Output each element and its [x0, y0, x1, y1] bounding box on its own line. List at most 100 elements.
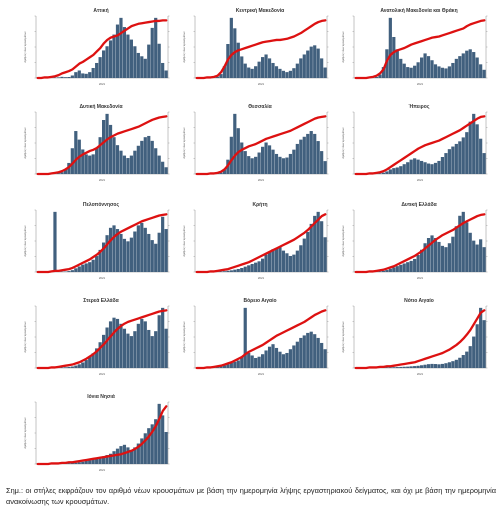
daily-cases-bar: [126, 447, 130, 464]
daily-cases-bar: [399, 58, 403, 78]
daily-cases-bar: [482, 320, 486, 368]
daily-cases-bar: [482, 153, 486, 174]
daily-cases-bar: [119, 323, 123, 368]
daily-cases-bar: [67, 463, 71, 464]
daily-cases-bar: [302, 238, 306, 272]
region-chart-svg: Αριθμός νέων κρουσμάτων 2021: [23, 401, 170, 472]
daily-cases-bar: [88, 155, 92, 174]
cumulative-cases-line: [36, 115, 168, 176]
daily-cases-bar: [388, 169, 392, 174]
daily-cases-bar: [154, 243, 158, 272]
daily-cases-bar: [161, 307, 165, 368]
region-chart-svg: Αριθμός νέων κρουσμάτων 2021: [23, 111, 170, 182]
region-chart-title: Πελοπόννησος: [82, 202, 120, 208]
daily-cases-bar: [309, 46, 313, 78]
y-axis-label: Αριθμός νέων κρουσμάτων: [341, 321, 345, 353]
daily-cases-bar: [150, 240, 154, 272]
daily-cases-bar: [236, 268, 240, 272]
cumulative-cases-line: [36, 309, 168, 370]
cumulative-cases-line: [354, 19, 486, 80]
daily-cases-bar: [56, 173, 61, 174]
daily-cases-bar: [81, 461, 85, 464]
daily-cases-bar: [140, 438, 144, 464]
daily-cases-bar: [264, 350, 268, 368]
daily-cases-bar: [70, 270, 74, 272]
daily-cases-bar: [381, 172, 385, 174]
daily-cases-bar: [406, 262, 410, 272]
daily-cases-bar: [247, 156, 251, 174]
daily-cases-bar: [115, 145, 120, 174]
daily-cases-bar: [465, 50, 469, 78]
region-chart-title: Αττική: [93, 8, 109, 14]
x-axis-label: 2021: [258, 276, 265, 280]
daily-cases-bar: [395, 49, 399, 78]
daily-cases-bar: [250, 355, 254, 368]
daily-cases-bar: [468, 346, 472, 368]
daily-cases-bar: [472, 52, 476, 78]
daily-cases-bar: [430, 60, 434, 78]
daily-cases-bar: [479, 307, 483, 368]
daily-cases-bar: [444, 363, 448, 368]
daily-cases-bar: [88, 460, 92, 464]
daily-cases-bar: [437, 66, 441, 78]
daily-cases-bar: [313, 45, 317, 78]
daily-cases-bar: [388, 367, 392, 368]
daily-cases-bar: [247, 352, 251, 369]
region-chart-panel: Ανατολική Μακεδονία και Θράκη Αριθμός νέω…: [340, 8, 498, 88]
daily-cases-bar: [112, 451, 116, 464]
daily-cases-bar: [440, 363, 445, 368]
daily-cases-bar: [254, 262, 258, 272]
cumulative-cases-line: [195, 115, 327, 176]
daily-cases-bar: [316, 337, 320, 368]
daily-cases-bar: [112, 137, 116, 174]
daily-cases-bar: [133, 447, 137, 464]
daily-cases-bar: [81, 73, 85, 78]
region-chart-panel: Στερεά Ελλάδα Αριθμός νέων κρουσμάτων 2021: [22, 298, 180, 378]
daily-cases-bar: [292, 149, 296, 174]
daily-cases-bar: [475, 57, 479, 78]
daily-cases-bar: [229, 17, 233, 78]
daily-cases-bar: [136, 323, 140, 368]
daily-cases-bar: [154, 148, 158, 174]
daily-cases-bar: [278, 246, 282, 272]
daily-cases-bar: [458, 56, 462, 78]
daily-cases-bar: [313, 133, 317, 174]
daily-cases-bar: [423, 364, 427, 368]
daily-cases-bar: [385, 270, 389, 272]
daily-cases-bar: [129, 449, 133, 464]
daily-cases-bar: [67, 271, 71, 272]
daily-cases-bar: [219, 271, 223, 272]
daily-cases-bar: [388, 268, 392, 272]
daily-cases-bar: [461, 355, 465, 368]
daily-cases-bar: [98, 137, 102, 174]
daily-cases-bar: [91, 353, 95, 368]
daily-cases-bar: [440, 245, 445, 272]
daily-cases-bar: [133, 331, 137, 368]
daily-cases-bar: [102, 456, 106, 464]
regional-charts-grid: Αττική Αριθμός νέων κρουσμάτων 2021 Κεντρικ…: [22, 8, 498, 472]
daily-cases-bar: [447, 243, 451, 272]
daily-cases-bar: [437, 241, 441, 272]
daily-cases-bar: [399, 166, 403, 174]
daily-cases-bar: [254, 156, 258, 174]
daily-cases-bar: [402, 164, 406, 174]
daily-cases-bar: [257, 356, 261, 368]
daily-cases-bar: [257, 261, 261, 272]
daily-cases-bar: [98, 249, 102, 272]
daily-cases-bar: [161, 216, 165, 272]
daily-cases-bar: [451, 146, 455, 174]
daily-cases-bar: [122, 27, 127, 78]
daily-cases-bar: [143, 58, 147, 78]
daily-cases-bar: [423, 53, 427, 78]
daily-cases-bar: [219, 172, 223, 174]
daily-cases-bar: [74, 462, 78, 464]
daily-cases-bar: [164, 70, 168, 78]
daily-cases-bar: [56, 77, 61, 78]
daily-cases-bar: [444, 68, 448, 78]
daily-cases-bar: [229, 136, 233, 174]
daily-cases-bar: [475, 244, 479, 272]
daily-cases-bar: [226, 364, 230, 368]
daily-cases-bar: [77, 364, 81, 368]
daily-cases-bar: [108, 321, 113, 368]
daily-cases-bar: [105, 327, 109, 368]
